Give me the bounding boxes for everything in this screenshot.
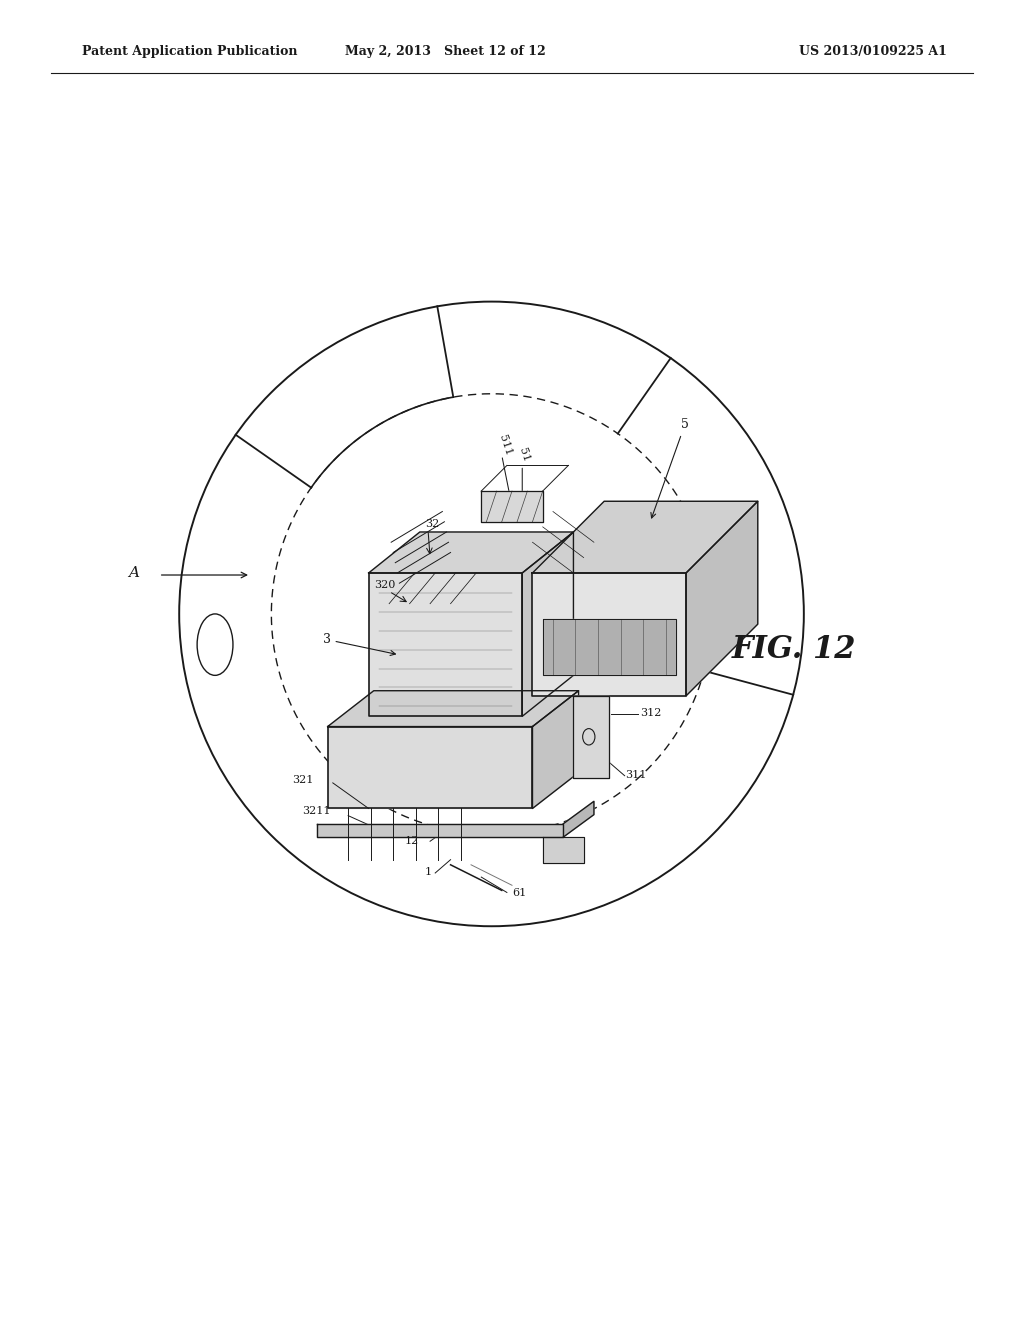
Text: 312: 312	[640, 709, 662, 718]
Polygon shape	[532, 690, 579, 808]
Polygon shape	[481, 491, 543, 521]
Polygon shape	[369, 573, 522, 717]
Text: 3211: 3211	[302, 805, 331, 816]
Polygon shape	[369, 532, 573, 573]
Polygon shape	[328, 690, 579, 726]
Polygon shape	[532, 573, 686, 696]
Text: 61: 61	[512, 887, 526, 898]
Polygon shape	[317, 824, 563, 837]
Text: 311: 311	[625, 770, 646, 780]
Text: 12: 12	[404, 837, 419, 846]
Text: 511: 511	[497, 433, 513, 457]
Polygon shape	[543, 837, 584, 863]
Text: US 2013/0109225 A1: US 2013/0109225 A1	[799, 45, 946, 58]
Text: 3: 3	[323, 634, 395, 656]
Text: 1: 1	[425, 867, 432, 876]
Text: 5: 5	[651, 418, 689, 517]
Polygon shape	[563, 801, 594, 837]
Text: 32: 32	[425, 519, 439, 529]
Polygon shape	[328, 726, 532, 808]
Polygon shape	[573, 696, 609, 777]
Polygon shape	[532, 502, 758, 573]
Text: May 2, 2013   Sheet 12 of 12: May 2, 2013 Sheet 12 of 12	[345, 45, 546, 58]
Text: Patent Application Publication: Patent Application Publication	[82, 45, 297, 58]
Text: 320: 320	[374, 581, 395, 590]
Text: 51: 51	[517, 447, 531, 463]
Polygon shape	[686, 502, 758, 696]
Polygon shape	[543, 619, 676, 676]
Polygon shape	[522, 532, 573, 717]
Text: FIG. 12: FIG. 12	[732, 635, 857, 665]
Text: 321: 321	[292, 775, 313, 785]
Text: A: A	[128, 566, 139, 579]
